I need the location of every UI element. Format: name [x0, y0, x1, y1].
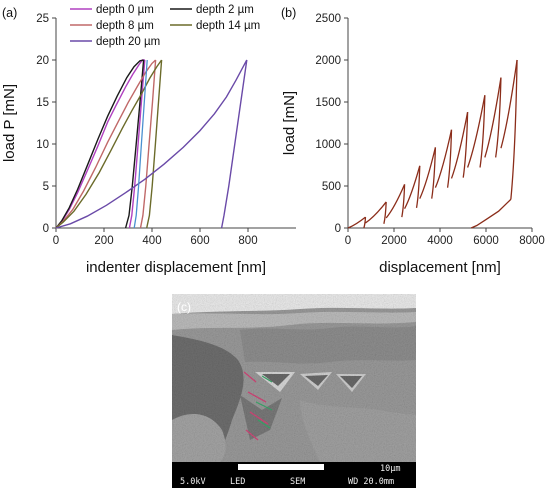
- cycle-load-9: [500, 59, 518, 149]
- b-xtick-label: 2000: [381, 235, 407, 247]
- chart-a-y-label: load P [mN]: [1, 84, 18, 162]
- cycle-load-0: [347, 216, 366, 229]
- sem-micrograph: 10µm 5.0kV LED SEM WD 20.0mm (c): [172, 294, 416, 488]
- cycle-load-7: [466, 95, 486, 168]
- a-xtick-label: 200: [94, 235, 113, 247]
- panel-c-label: (c): [177, 300, 191, 314]
- a-xtick-label: 400: [142, 235, 161, 247]
- a-ytick-label: 10: [36, 139, 49, 151]
- series-unload-2: [139, 59, 157, 229]
- cycle-unload-0: [363, 217, 367, 229]
- b-xtick-label: 8000: [519, 235, 545, 247]
- cycle-unload-9: [510, 59, 518, 200]
- legend-label: depth 2 µm: [196, 4, 254, 16]
- sem-working-distance: WD 20.0mm: [348, 477, 394, 487]
- cycle-load-1: [365, 201, 387, 224]
- cycle-load-6: [450, 111, 469, 179]
- series-extra-unload: [133, 59, 148, 229]
- panel-b-label: (b): [281, 6, 296, 20]
- b-ytick-label: 2000: [315, 55, 341, 67]
- chart-a-legend: depth 0 µm depth 2 µm depth 8 µm depth 14 µ…: [70, 4, 260, 48]
- b-xtick-label: 4000: [427, 235, 453, 247]
- cycle-load-2: [385, 184, 406, 219]
- chart-b-ticks: 0 2000 4000 6000 8000 0 500 1000 1500 2000 2500: [315, 13, 544, 247]
- final-unload: [470, 198, 512, 229]
- b-xtick-label: 6000: [473, 235, 499, 247]
- cycle-unload-3: [415, 165, 421, 208]
- a-ytick-label: 5: [43, 181, 49, 193]
- cycle-load-3: [404, 165, 421, 209]
- a-ytick-label: 15: [36, 97, 49, 109]
- b-ytick-label: 1000: [315, 139, 341, 151]
- b-ytick-label: 500: [322, 181, 341, 193]
- series-unload-3: [146, 59, 163, 229]
- a-xtick-label: 600: [190, 235, 209, 247]
- sem-scale-bar: [238, 464, 324, 470]
- cycle-load-8: [484, 77, 502, 158]
- cycle-load-5: [434, 129, 453, 188]
- cycle-unload-4: [431, 147, 437, 199]
- legend-label: depth 20 µm: [96, 36, 160, 48]
- series-load-4: [55, 59, 248, 229]
- chart-a: 0 200 400 600 800 0 5 10 15 20 25 indenter displac…: [1, 4, 296, 276]
- a-ytick-label: 25: [36, 13, 49, 25]
- sem-detector: LED: [230, 477, 245, 487]
- sem-texture: [172, 294, 416, 462]
- legend-label: depth 0 µm: [96, 4, 154, 16]
- cycle-unload-5: [446, 129, 453, 188]
- cycle-load-4: [419, 147, 437, 199]
- legend-label: depth 8 µm: [96, 20, 154, 32]
- cycle-unload-7: [479, 95, 486, 168]
- chart-b-x-label: displacement [nm]: [379, 259, 501, 276]
- chart-a-series: [55, 59, 248, 229]
- b-ytick-label: 0: [335, 223, 341, 235]
- b-ytick-label: 1500: [315, 97, 341, 109]
- legend-label: depth 14 µm: [196, 20, 260, 32]
- series-unload-0: [128, 59, 146, 229]
- series-load-1: [55, 59, 144, 229]
- series-unload-4: [220, 59, 248, 229]
- b-xtick-label: 0: [345, 235, 351, 247]
- a-xtick-label: 800: [238, 235, 257, 247]
- b-ytick-label: 2500: [315, 13, 341, 25]
- a-ytick-label: 0: [43, 223, 49, 235]
- chart-b-y-label: load [mN]: [281, 91, 298, 155]
- chart-b-series: [347, 59, 518, 229]
- cycle-unload-8: [495, 77, 502, 158]
- sem-mode: SEM: [290, 477, 305, 487]
- chart-a-x-label: indenter displacement [nm]: [86, 259, 266, 276]
- chart-b: 0 2000 4000 6000 8000 0 500 1000 1500 2000 2500 di…: [281, 13, 545, 276]
- sem-scale-label: 10µm: [380, 464, 400, 474]
- panel-a-label: (a): [2, 6, 17, 20]
- series-load-0: [55, 59, 145, 229]
- series-load-3: [55, 59, 163, 229]
- sem-voltage: 5.0kV: [180, 477, 206, 487]
- a-xtick-label: 0: [53, 235, 59, 247]
- a-ytick-label: 20: [36, 55, 49, 67]
- cycle-unload-6: [462, 112, 469, 178]
- cycle-unload-2: [401, 184, 406, 218]
- chart-a-ticks: 0 200 400 600 800 0 5 10 15 20 25: [36, 13, 257, 247]
- cycle-unload-1: [383, 201, 387, 224]
